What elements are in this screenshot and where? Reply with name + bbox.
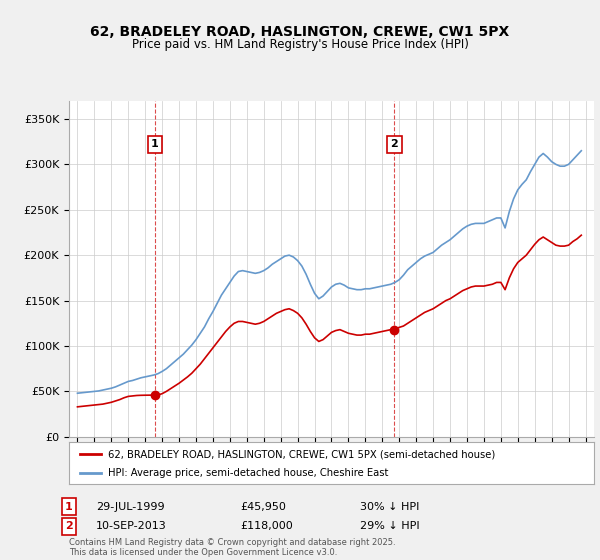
Text: 1: 1 (65, 502, 73, 512)
Text: Contains HM Land Registry data © Crown copyright and database right 2025.
This d: Contains HM Land Registry data © Crown c… (69, 538, 395, 557)
Text: 1: 1 (151, 139, 159, 150)
Text: 62, BRADELEY ROAD, HASLINGTON, CREWE, CW1 5PX: 62, BRADELEY ROAD, HASLINGTON, CREWE, CW… (91, 25, 509, 39)
Text: 29% ↓ HPI: 29% ↓ HPI (360, 521, 419, 531)
Text: 30% ↓ HPI: 30% ↓ HPI (360, 502, 419, 512)
Text: 29-JUL-1999: 29-JUL-1999 (96, 502, 164, 512)
Text: 2: 2 (65, 521, 73, 531)
Text: 10-SEP-2013: 10-SEP-2013 (96, 521, 167, 531)
Text: Price paid vs. HM Land Registry's House Price Index (HPI): Price paid vs. HM Land Registry's House … (131, 38, 469, 51)
Text: HPI: Average price, semi-detached house, Cheshire East: HPI: Average price, semi-detached house,… (109, 468, 389, 478)
Text: 62, BRADELEY ROAD, HASLINGTON, CREWE, CW1 5PX (semi-detached house): 62, BRADELEY ROAD, HASLINGTON, CREWE, CW… (109, 449, 496, 459)
Text: £118,000: £118,000 (240, 521, 293, 531)
Text: 2: 2 (391, 139, 398, 150)
Text: £45,950: £45,950 (240, 502, 286, 512)
